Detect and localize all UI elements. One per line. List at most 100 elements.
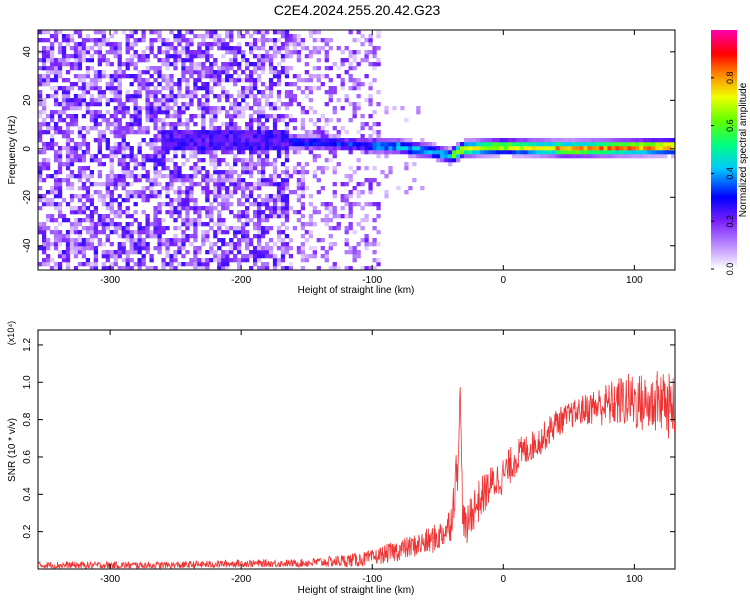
spectrogram-cell — [189, 218, 194, 223]
spectrogram-cell — [189, 114, 194, 119]
spectrogram-cell — [460, 146, 465, 151]
spectrogram-cell — [249, 254, 254, 259]
spectrogram-cell — [117, 194, 122, 199]
spectrogram-cell — [53, 190, 59, 195]
spectrogram-cell — [635, 150, 640, 155]
spectrogram-cell — [45, 238, 51, 243]
spectrogram-cell — [101, 30, 106, 35]
spectrogram-cell — [404, 118, 409, 123]
spectrogram-cell — [352, 82, 357, 87]
spectrogram-cell — [129, 154, 134, 159]
spectrogram-cell — [89, 174, 95, 179]
spectrogram-cell — [249, 202, 254, 207]
spectrogram-cell — [185, 38, 190, 43]
spectrogram-cell — [260, 138, 266, 143]
spectrogram-cell — [153, 170, 158, 175]
spectrogram-cell — [97, 150, 102, 155]
spectrogram-cell — [229, 138, 234, 143]
spectrogram-cell — [217, 46, 222, 51]
spectrogram-cell — [101, 162, 106, 167]
spectrogram-cell — [245, 258, 250, 263]
spectrogram-cell — [145, 234, 150, 239]
spectrogram-cell — [45, 202, 51, 207]
spectrogram-cell — [38, 38, 43, 43]
spectrogram-cell — [169, 254, 174, 259]
spectrogram-cell — [205, 34, 210, 39]
spectrogram-cell — [332, 194, 337, 199]
spectrogram-cell — [404, 146, 409, 151]
spectrogram-cell — [340, 146, 345, 151]
spectrogram-cell — [284, 194, 290, 199]
spectrogram-cell — [205, 90, 210, 95]
spectrogram-cell — [221, 94, 226, 99]
spectrogram-cell — [276, 150, 282, 155]
spectrogram-cell — [256, 126, 262, 131]
spectrogram-cell — [611, 142, 616, 147]
spectrogram-cell — [233, 138, 238, 143]
spectrogram-cell — [177, 130, 182, 135]
spectrogram-cell — [328, 218, 333, 223]
spectrogram-cell — [165, 246, 170, 251]
spectrogram-cell — [161, 134, 166, 139]
spectrogram-cell — [627, 150, 632, 155]
spectrogram-cell — [288, 142, 294, 147]
spectrogram-cell — [284, 154, 290, 159]
spectrogram-cell — [217, 146, 222, 151]
spectrogram-cell — [360, 82, 365, 87]
spectrogram-cell — [38, 150, 43, 155]
spectrogram-cell — [607, 150, 612, 155]
spectrogram-cell — [300, 126, 306, 131]
spectrogram-cell — [237, 142, 242, 147]
spectrogram-cell — [292, 142, 298, 147]
spectrogram-cell — [165, 50, 170, 55]
spectrogram-cell — [189, 130, 194, 135]
spectrogram-cell — [65, 258, 71, 263]
spectrogram-cell — [268, 78, 274, 83]
spectrogram-cell — [165, 254, 170, 259]
spectrogram-cell — [129, 242, 134, 247]
spectrogram-cell — [189, 50, 194, 55]
spectrogram-cell — [57, 130, 63, 135]
spectrogram-cell — [77, 170, 83, 175]
spectrogram-cell — [376, 258, 381, 263]
spectrogram-cell — [229, 122, 234, 127]
spectrogram-cell — [165, 146, 170, 151]
spectrogram-cell — [237, 198, 242, 203]
spectrogram-cell — [611, 146, 616, 151]
spectrogram-cell — [308, 230, 314, 235]
spectrogram-cell — [189, 134, 194, 139]
spectrogram-cell — [73, 250, 79, 255]
spectrogram-cell — [73, 146, 79, 151]
spectrogram-cell — [97, 170, 102, 175]
spectrogram-cell — [352, 254, 357, 259]
spectrogram-cell — [81, 194, 87, 199]
spectrogram-cell — [141, 30, 146, 35]
spectrogram-cell — [563, 154, 568, 159]
spectrogram-cell — [221, 130, 226, 135]
spectrogram-cell — [260, 114, 266, 119]
spectrogram-cell — [38, 74, 43, 79]
spectrogram-cell — [85, 86, 91, 91]
spectrogram-cell — [149, 154, 154, 159]
spectrogram-cell — [77, 94, 83, 99]
spectrogram-cell — [296, 134, 302, 139]
spectrogram-cell — [137, 174, 142, 179]
spectrogram-cell — [376, 34, 381, 39]
spectrogram-cell — [225, 94, 230, 99]
spectrogram-cell — [225, 170, 230, 175]
spectrogram-cell — [659, 142, 664, 147]
spectrogram-cell — [65, 98, 71, 103]
spectrogram-cell — [252, 78, 258, 83]
spectrogram-cell — [101, 242, 106, 247]
spectrogram-cell — [181, 178, 186, 183]
spectrogram-cell — [77, 262, 83, 267]
spectrogram-cell — [85, 186, 91, 191]
spectrogram-cell — [376, 262, 381, 267]
spectrogram-cell — [284, 34, 290, 39]
spectrogram-cell — [93, 114, 99, 119]
spectrogram-cell — [229, 142, 234, 147]
spectrogram-cell — [587, 154, 592, 159]
spectrogram-cell — [121, 106, 126, 111]
spectrogram-cell — [149, 106, 154, 111]
spectrogram-cell — [332, 214, 337, 219]
